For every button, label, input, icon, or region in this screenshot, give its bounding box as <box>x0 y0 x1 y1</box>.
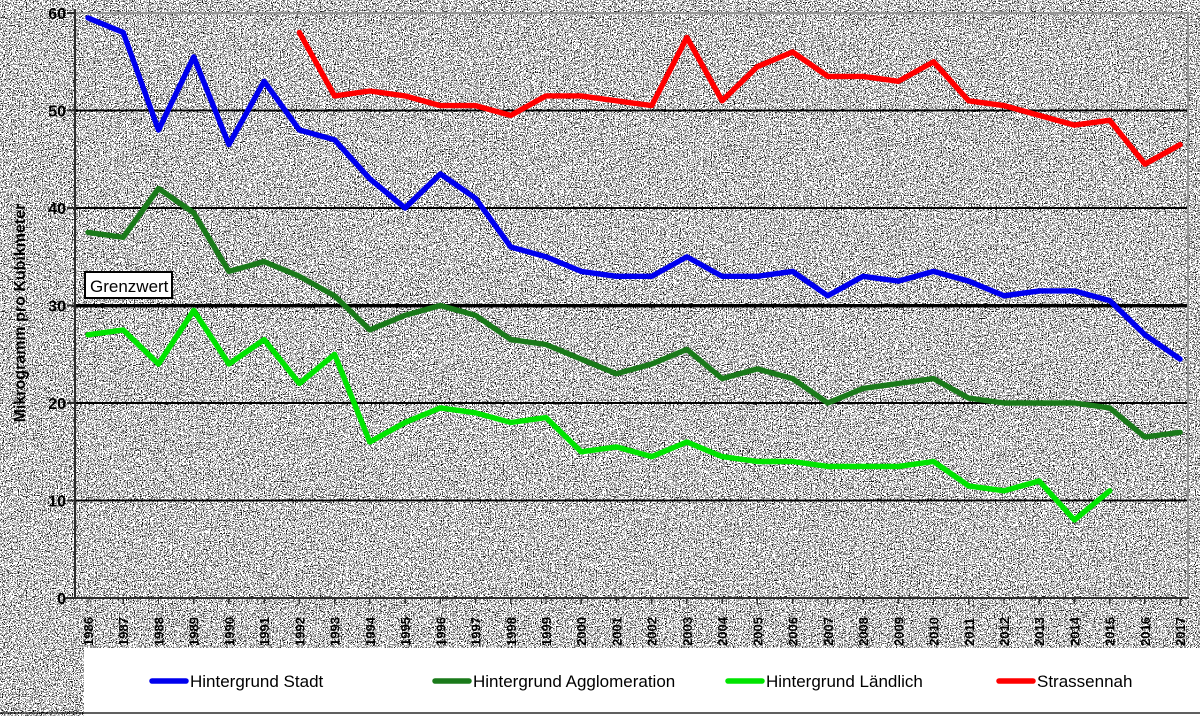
x-year-label: 1986 <box>81 617 96 646</box>
y-tick-label: 60 <box>48 6 66 23</box>
x-year-label: 1996 <box>433 617 448 646</box>
series-line-hintergrund-agglomeration <box>85 185 1183 440</box>
x-year-label: 2012 <box>997 617 1012 646</box>
x-year-label: 1997 <box>469 617 484 646</box>
x-year-label: 1995 <box>398 617 413 646</box>
x-year-labels: 1986 1987 1988 1989 1990 1991 1992 1993 1994 1995… <box>81 616 1188 646</box>
x-year-label: 2008 <box>856 617 871 646</box>
y-tick-label: 20 <box>48 396 66 413</box>
x-year-label: 2006 <box>786 617 801 646</box>
x-year-label: 2010 <box>927 617 942 646</box>
x-year-label: 1993 <box>328 617 343 646</box>
x-year-label: 2002 <box>645 617 660 646</box>
x-year-label: 2001 <box>609 617 624 646</box>
x-year-label: 2011 <box>962 618 977 646</box>
x-year-label: 2003 <box>680 617 695 646</box>
x-year-label: 1999 <box>539 617 554 646</box>
legend-label: Hintergrund Stadt <box>190 672 324 691</box>
x-year-label: 1992 <box>292 617 307 646</box>
x-year-label: 1994 <box>363 616 378 646</box>
y-tick-label: 10 <box>48 494 66 511</box>
legend-label: Hintergrund Ländlich <box>766 672 923 691</box>
legend-item: Hintergrund Agglomeration <box>432 672 675 691</box>
legend: Hintergrund Stadt Hintergrund Agglomerati… <box>0 648 1200 716</box>
legend-label: Strassennah <box>1037 672 1132 691</box>
limit-label-text: Grenzwert <box>90 277 169 296</box>
x-year-label: 1989 <box>187 617 202 646</box>
x-year-label: 2017 <box>1173 617 1188 646</box>
x-year-label: 1991 <box>257 617 272 646</box>
y-tick-labels: 0 10 20 30 40 50 60 <box>48 6 66 608</box>
gridlines <box>75 12 1189 598</box>
x-year-label: 2014 <box>1067 616 1082 646</box>
legend-item: Hintergrund Ländlich <box>725 672 923 691</box>
legend-item: Hintergrund Stadt <box>149 672 324 691</box>
x-year-label: 2007 <box>821 617 836 646</box>
y-tick-label: 40 <box>48 201 66 218</box>
x-year-label: 2013 <box>1032 617 1047 646</box>
limit-label-box: Grenzwert <box>84 271 173 299</box>
x-year-label: 1990 <box>222 617 237 646</box>
x-year-label: 2000 <box>574 617 589 646</box>
x-year-label: 1998 <box>504 617 519 646</box>
series-line-strassennah <box>296 29 1183 167</box>
axes <box>66 9 1189 604</box>
x-year-label: 2004 <box>715 616 730 646</box>
x-year-label: 1988 <box>151 617 166 646</box>
x-year-label: 1987 <box>116 617 131 646</box>
y-axis-title: Mikrogramm pro Kubikmeter <box>12 204 29 423</box>
x-year-label: 2009 <box>891 617 906 646</box>
y-tick-label: 50 <box>48 104 66 121</box>
series-line-hintergrund-stadt <box>85 15 1183 362</box>
data-series <box>85 15 1183 523</box>
x-year-label: 2015 <box>1103 617 1118 646</box>
x-year-label: 2005 <box>750 617 765 646</box>
legend-label: Hintergrund Agglomeration <box>473 672 675 691</box>
legend-item: Strassennah <box>996 672 1132 691</box>
x-year-label: 2016 <box>1138 617 1153 646</box>
y-tick-label: 0 <box>57 591 66 608</box>
y-tick-label: 30 <box>48 299 66 316</box>
series-line-hintergrund-ländlich <box>85 307 1113 523</box>
